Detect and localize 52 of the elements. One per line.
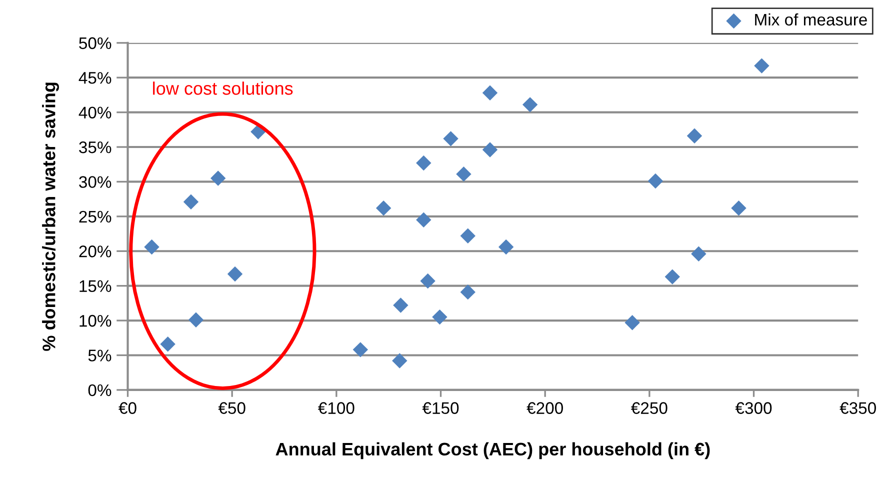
point bbox=[392, 353, 408, 368]
point bbox=[352, 342, 368, 358]
y-tick-label: 40% bbox=[78, 106, 112, 119]
point bbox=[460, 228, 476, 244]
point bbox=[160, 336, 176, 352]
y-tick-label: 30% bbox=[79, 176, 112, 188]
point bbox=[393, 298, 408, 313]
y-tick-label: 10% bbox=[80, 314, 112, 327]
x-tick-label: €50 bbox=[218, 402, 246, 414]
point bbox=[420, 273, 436, 289]
y-tick-label: 35% bbox=[79, 141, 112, 154]
point bbox=[210, 170, 226, 186]
point bbox=[443, 131, 458, 146]
point bbox=[227, 266, 243, 282]
point bbox=[183, 194, 199, 210]
point bbox=[482, 85, 498, 100]
x-tick-label: €200 bbox=[526, 402, 563, 414]
point bbox=[522, 97, 538, 112]
point bbox=[482, 142, 498, 158]
x-tick-label: €100 bbox=[318, 402, 354, 414]
legend-label: Mix of measure bbox=[755, 13, 867, 26]
point bbox=[416, 212, 432, 228]
point bbox=[188, 312, 204, 328]
y-tick-label: 5% bbox=[88, 350, 112, 362]
y-tick-label: 45% bbox=[78, 72, 112, 84]
y-tick-label: 25% bbox=[79, 210, 112, 223]
x-tick-label: €0 bbox=[118, 402, 136, 414]
y-axis-title: % domestic/urban water saving bbox=[42, 82, 59, 351]
point bbox=[460, 284, 476, 300]
point bbox=[731, 200, 746, 216]
point bbox=[624, 315, 640, 330]
point bbox=[376, 200, 392, 216]
point bbox=[498, 239, 514, 255]
point bbox=[664, 269, 680, 284]
y-tick-label: 0% bbox=[88, 384, 112, 396]
point bbox=[754, 58, 770, 74]
annotation: low cost solutions bbox=[153, 82, 293, 95]
y-tick-label: 15% bbox=[80, 280, 112, 292]
point bbox=[686, 128, 702, 144]
point bbox=[648, 173, 664, 189]
x-tick-label: €350 bbox=[840, 402, 876, 414]
x-tick-label: €150 bbox=[422, 402, 459, 414]
x-tick-label: €250 bbox=[631, 402, 668, 414]
y-tick-label: 20% bbox=[79, 246, 112, 258]
y-tick-label: 50% bbox=[79, 37, 112, 50]
point bbox=[691, 246, 706, 262]
point bbox=[144, 239, 160, 255]
point bbox=[416, 155, 432, 171]
x-axis-title: Annual Equivalent Cost (AEC) per household (in €) bbox=[276, 442, 710, 460]
point bbox=[432, 309, 448, 325]
point bbox=[456, 166, 472, 182]
x-tick-label: €300 bbox=[735, 402, 772, 414]
